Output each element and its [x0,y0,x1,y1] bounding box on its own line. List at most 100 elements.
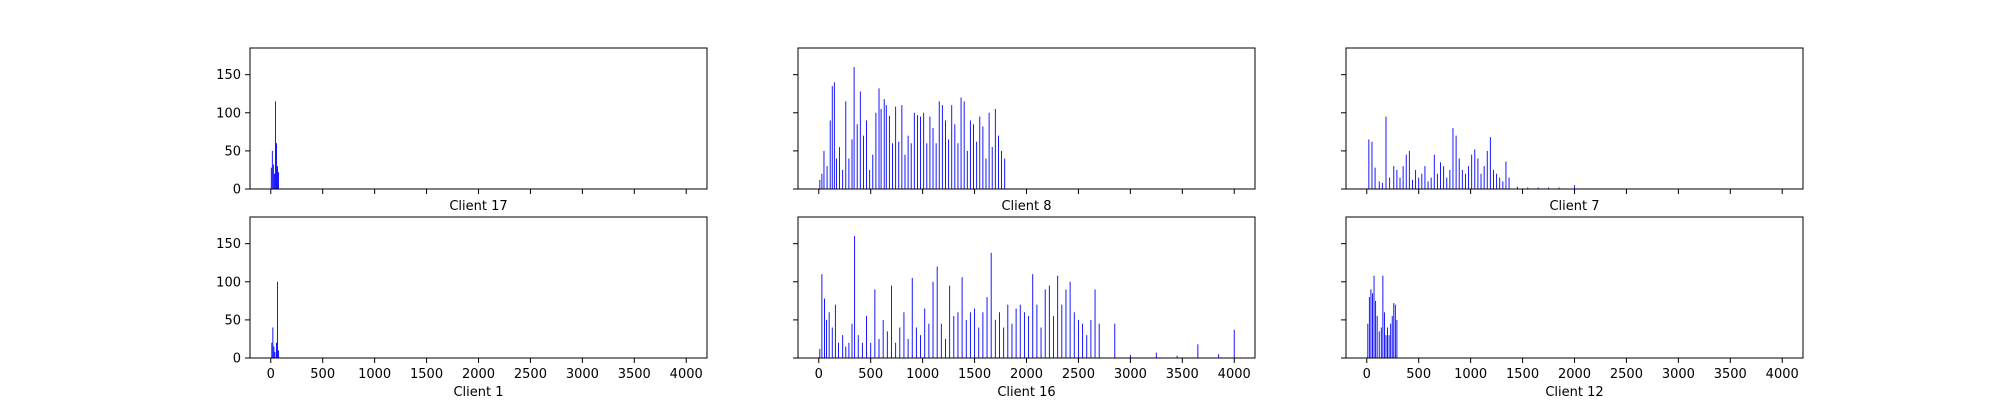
bar-mark [949,285,951,358]
x-tick-label: 1500 [1506,367,1539,382]
bar-mark [1443,166,1445,189]
bar-mark [819,179,821,189]
bar-mark [916,115,918,189]
bar-mark [276,342,277,358]
bar-mark [1073,312,1075,358]
bar-mark [923,112,925,189]
bar-mark [1370,289,1372,358]
bar-mark [1015,308,1017,358]
bar-mark [872,154,874,189]
bar-mark [276,143,277,189]
bar-mark [880,108,882,189]
bar-mark [1368,139,1370,189]
y-tick-label: 100 [216,106,241,121]
bar-mark [1372,293,1373,358]
bar-mark [994,319,996,358]
bar-mark [826,319,828,358]
x-axis-label: Client 1 [453,385,503,400]
bar-mark [935,143,937,189]
x-tick-label: 3000 [1662,367,1695,382]
bar-mark [1053,316,1054,358]
bar-mark [1412,179,1413,189]
subplot-3: Client 7 [1341,47,1804,214]
bar-mark [1001,150,1003,189]
bar-mark [853,67,855,189]
x-tick-label: 1000 [906,367,939,382]
bar-mark [1446,177,1448,189]
x-tick-label: 2000 [1558,367,1591,382]
bar-mark [277,166,278,189]
bar-mark [854,236,856,358]
bar-mark [273,346,275,358]
x-tick-label: 2000 [462,367,495,382]
bar-mark [819,348,821,358]
bar-mark [915,327,917,358]
x-tick-label: 4000 [670,367,703,382]
bar-mark [848,158,850,189]
bar-mark [1449,169,1451,189]
bar-mark [1385,335,1387,358]
bar-mark [1393,166,1395,189]
x-tick-label: 500 [858,367,883,382]
bar-mark [1418,177,1420,189]
bar-mark [1374,167,1376,189]
bar-mark [1394,304,1396,358]
subplot-5: 0 500 1000 1500 2000 2500 3000 3500 4000 Client 1… [793,216,1256,400]
bar-mark [1380,327,1382,358]
bar-mark [948,139,950,189]
bar-mark [878,338,880,358]
bar-mark [845,101,847,189]
bar-mark [861,342,863,358]
x-tick-label: 500 [1406,367,1431,382]
bar-mark [1548,187,1549,189]
bar-mark [986,297,988,358]
plot-frame [1345,216,1804,359]
bar-mark [1032,274,1034,358]
bar-mark [892,143,893,189]
bar-mark [904,154,906,189]
bar-mark [1069,281,1071,358]
bar-mark [1455,135,1457,189]
bar-mark [270,167,272,189]
bar-mark [1399,177,1401,189]
bar-mark [991,147,993,189]
bar-mark [833,82,835,189]
bar-mark [1402,166,1404,189]
bar-mark [941,105,943,189]
y-tick-label: 100 [216,275,241,290]
bar-mark [272,327,274,358]
bar-mark [953,316,955,358]
bar-mark [1381,182,1383,189]
bar-mark [976,141,978,189]
bar-mark [1040,327,1042,358]
bar-mark [1405,154,1407,189]
bar-mark [1129,354,1131,358]
y-tick-label: 150 [216,68,241,83]
x-tick-label: 500 [310,367,335,382]
bar-mark [895,106,897,189]
x-axis-label: Client 16 [997,385,1055,400]
bar-mark [1508,177,1510,189]
x-tick-label: 3500 [1714,367,1747,382]
bar-mark [886,331,888,358]
bar-mark [278,350,280,358]
bar-mark [845,346,847,358]
bar-mark [1396,319,1398,358]
subplot-6: 0 500 1000 1500 2000 2500 3000 3500 4000 Client 1… [1341,216,1804,400]
bar-mark [1036,304,1038,358]
bar-mark [883,99,885,189]
x-axis-label: Client 17 [449,199,507,214]
bar-mark [1502,181,1504,189]
subplot-1: 0 50 100 150 Client 17 [216,47,708,214]
bar-mark [963,101,965,189]
bar-mark [870,342,872,358]
bar-mark [1436,173,1438,189]
bar-mark [899,327,901,358]
bar-mark [966,150,968,189]
bar-mark [831,86,833,189]
bar-mark [851,139,853,189]
bar-mark [932,128,934,189]
bar-mark [1433,154,1435,189]
x-tick-label: 4000 [1766,367,1799,382]
